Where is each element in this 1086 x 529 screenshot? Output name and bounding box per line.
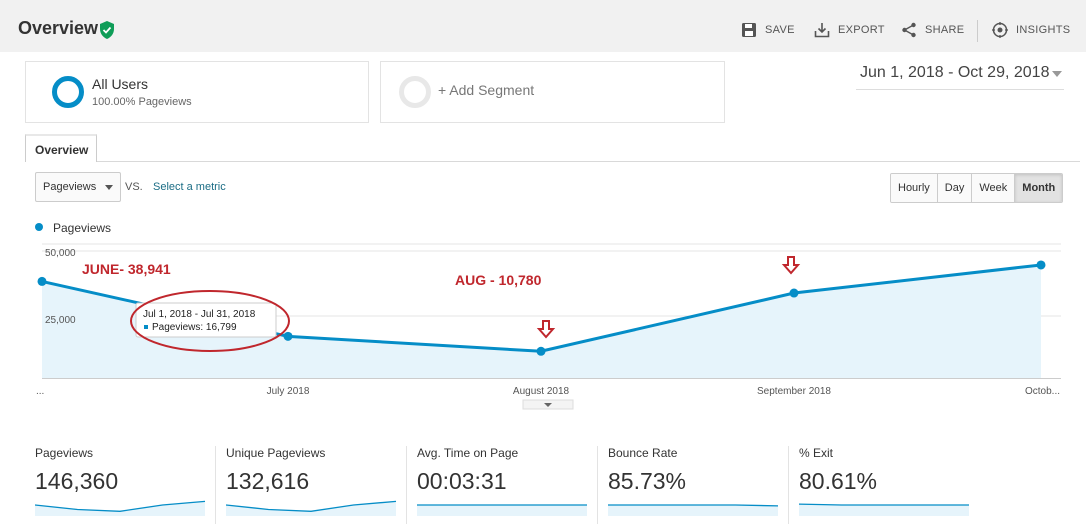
annotation-label: AUG - 10,780	[455, 272, 542, 288]
segment-subtext: 100.00% Pageviews	[92, 96, 192, 108]
segment-name: All Users	[92, 76, 149, 92]
sparkline-area	[608, 505, 778, 516]
granularity-month[interactable]: Month	[1015, 174, 1063, 202]
verified-shield-icon	[100, 21, 114, 39]
metric-select[interactable]: Pageviews	[35, 172, 121, 202]
stat-label: Bounce Rate	[608, 446, 678, 460]
tooltip-value: Pageviews: 16,799	[152, 322, 237, 333]
sparkline	[35, 500, 206, 516]
insights-label: INSIGHTS	[1016, 24, 1071, 36]
export-label: EXPORT	[838, 24, 885, 36]
sparkline-area	[417, 505, 587, 516]
y-tick-label: 25,000	[45, 315, 76, 326]
data-point	[789, 288, 799, 298]
data-point	[1036, 260, 1046, 270]
stat-value: 00:03:31	[417, 468, 507, 494]
x-tick-label: Octob...	[1025, 386, 1060, 397]
x-tick-label: ...	[36, 386, 44, 397]
tooltip-swatch	[144, 325, 148, 329]
export-icon	[814, 23, 830, 38]
save-icon	[742, 23, 756, 37]
chevron-down-icon	[105, 185, 113, 190]
add-segment-button[interactable]: + Add Segment	[380, 61, 725, 123]
insights-button[interactable]: INSIGHTS	[992, 22, 1070, 38]
share-button[interactable]: SHARE	[901, 22, 964, 38]
chevron-down-icon	[1052, 71, 1062, 77]
stat-divider	[597, 446, 598, 524]
stat-value: 80.61%	[799, 468, 878, 494]
stat-label: Avg. Time on Page	[417, 446, 519, 460]
export-button[interactable]: EXPORT	[814, 22, 885, 38]
granularity-day[interactable]: Day	[937, 174, 973, 202]
toolbar-divider	[977, 20, 978, 42]
save-label: SAVE	[765, 24, 795, 36]
stat-value: 85.73%	[608, 468, 687, 494]
series-area	[42, 264, 1041, 378]
empty-segment-ring-icon	[399, 76, 431, 108]
down-arrow-icon	[536, 320, 556, 339]
x-tick-label: July 2018	[267, 386, 310, 397]
stat-divider	[406, 446, 407, 524]
sparkline-line	[799, 503, 969, 506]
stat-label: Unique Pageviews	[226, 446, 326, 460]
date-range-picker[interactable]: Jun 1, 2018 - Oct 29, 2018	[856, 64, 1064, 90]
sparkline-line	[226, 500, 397, 512]
granularity-toggle: Hourly Day Week Month	[890, 173, 1064, 203]
stat-divider	[788, 446, 789, 524]
tooltip-title: Jul 1, 2018 - Jul 31, 2018	[143, 309, 256, 320]
page-header: Overview SAVE EXPORT SHARE INSIGHTS	[0, 0, 1086, 52]
stat-value: 146,360	[35, 468, 119, 494]
stat-label: % Exit	[799, 446, 834, 460]
share-icon	[902, 22, 916, 38]
insights-icon	[992, 22, 1008, 38]
select-metric-link[interactable]: Select a metric	[153, 181, 226, 193]
pageviews-chart: 50,000 25,000... July 2018 August 2018 Septe…	[36, 243, 1061, 410]
sparkline	[799, 503, 969, 516]
page-title: Overview	[18, 18, 99, 38]
sparkline	[226, 500, 397, 516]
sparkline-line	[35, 500, 206, 512]
down-arrow-icon	[781, 256, 801, 275]
tooltip-box	[135, 302, 277, 338]
metric-select-label: Pageviews	[43, 181, 97, 193]
y-tick-label: 50,000	[45, 248, 76, 259]
stat-label: Pageviews	[35, 446, 94, 460]
tab-overview[interactable]: Overview	[25, 134, 97, 162]
sparkline	[608, 504, 779, 516]
segment-ring-icon	[52, 76, 84, 108]
share-label: SHARE	[925, 24, 965, 36]
stat-value: 132,616	[226, 468, 310, 494]
legend-label: Pageviews	[53, 221, 112, 235]
x-tick-label: September 2018	[757, 386, 831, 397]
data-point	[536, 346, 546, 356]
granularity-week[interactable]: Week	[972, 174, 1016, 202]
highlight-ellipse	[130, 290, 290, 352]
granularity-hourly[interactable]: Hourly	[891, 174, 938, 202]
x-tick-label: August 2018	[513, 386, 570, 397]
sparkline-area	[799, 504, 969, 516]
tab-divider	[25, 161, 1080, 162]
legend-swatch	[35, 223, 43, 231]
annotation-label: JUNE- 38,941	[82, 261, 171, 277]
chevron-down-icon	[544, 403, 552, 407]
data-point	[283, 331, 293, 341]
add-segment-label: + Add Segment	[438, 82, 535, 98]
sparkline	[417, 504, 587, 516]
segment-all-users[interactable]: All Users 100.00% Pageviews	[25, 61, 369, 123]
sparkline-line	[608, 504, 779, 507]
save-button[interactable]: SAVE	[741, 22, 795, 38]
vs-label: VS.	[125, 181, 143, 193]
stat-divider	[215, 446, 216, 524]
data-point	[37, 276, 47, 286]
date-range-label: Jun 1, 2018 - Oct 29, 2018	[860, 64, 1050, 81]
